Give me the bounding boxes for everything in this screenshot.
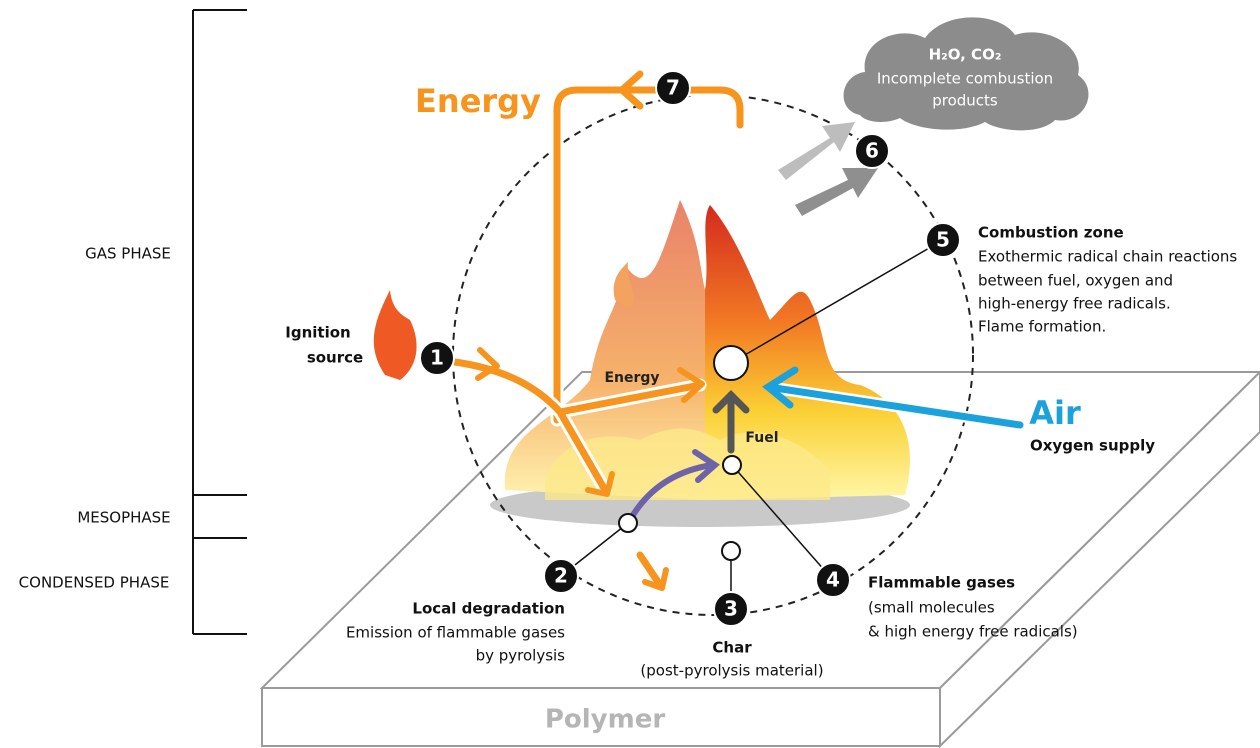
step-number: 5 bbox=[936, 228, 950, 252]
polymer-label: Polymer bbox=[545, 705, 666, 735]
cloud-text: Incomplete combustion bbox=[877, 70, 1053, 88]
step-number: 4 bbox=[826, 568, 840, 592]
step-title: Char bbox=[712, 639, 752, 657]
step-number: 6 bbox=[865, 139, 879, 163]
cloud-text: products bbox=[932, 92, 998, 110]
phase-bracket bbox=[193, 10, 247, 634]
phase-label: GAS PHASE bbox=[85, 245, 171, 263]
ignition-label: Ignition bbox=[285, 324, 350, 342]
step-text: by pyrolysis bbox=[476, 647, 566, 665]
air-title: Air bbox=[1029, 394, 1081, 432]
step-title: Local degradation bbox=[412, 600, 565, 618]
step-text: (post-pyrolysis material) bbox=[640, 662, 823, 680]
diagram: GAS PHASE MESOPHASE CONDENSED PHASE Poly… bbox=[0, 0, 1260, 748]
fuel-label: Fuel bbox=[745, 430, 778, 446]
inner-energy-label: Energy bbox=[604, 370, 659, 386]
step-number: 3 bbox=[724, 597, 738, 621]
ignition-flame bbox=[374, 290, 417, 380]
step-title: Combustion zone bbox=[978, 224, 1124, 242]
step-text: Flame formation. bbox=[978, 318, 1106, 336]
phase-label: CONDENSED PHASE bbox=[19, 574, 170, 592]
step-text: (small molecules bbox=[868, 599, 995, 617]
flame bbox=[505, 200, 910, 500]
step-text: Emission of flammable gases bbox=[346, 624, 565, 642]
air-subtitle: Oxygen supply bbox=[1030, 437, 1155, 455]
ignition-label: source bbox=[307, 349, 363, 367]
step-text: Exothermic radical chain reactions bbox=[978, 248, 1237, 266]
cloud-text: H₂O, CO₂ bbox=[929, 46, 1002, 64]
step-number: 2 bbox=[554, 564, 568, 588]
step-text: between fuel, oxygen and bbox=[978, 272, 1173, 290]
step-number: 1 bbox=[430, 346, 444, 370]
step-number: 7 bbox=[666, 76, 680, 100]
phase-label: MESOPHASE bbox=[77, 509, 170, 527]
step-title: Flammable gases bbox=[868, 574, 1015, 592]
step-text: & high energy free radicals) bbox=[868, 623, 1078, 641]
energy-title: Energy bbox=[415, 82, 541, 120]
step-text: high-energy free radicals. bbox=[978, 295, 1171, 313]
